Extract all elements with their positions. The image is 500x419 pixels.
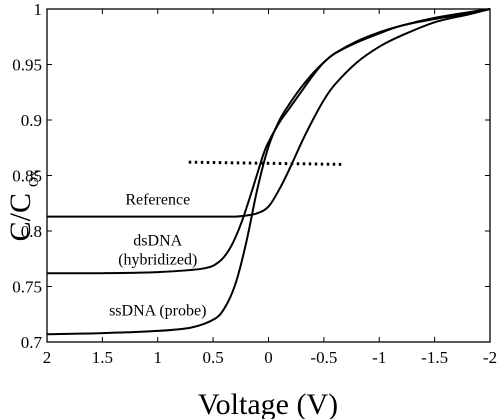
series-line-2 bbox=[46, 8, 491, 336]
series-line-0 bbox=[46, 8, 491, 218]
series-group bbox=[46, 8, 491, 336]
curve-annotation: Reference bbox=[125, 191, 190, 208]
annotation-group: Reference dsDNA (hybridized) ssDNA (probe) bbox=[109, 191, 206, 319]
y-tick-label: 0.9 bbox=[21, 111, 42, 130]
curve-annotation: (hybridized) bbox=[118, 251, 197, 268]
curve-annotation: dsDNA bbox=[133, 232, 182, 249]
y-tick-label: 0.85 bbox=[12, 167, 42, 186]
x-tick-label: 2 bbox=[43, 348, 52, 367]
x-tick-label: -1 bbox=[372, 348, 386, 367]
axis-ticks: 2 1.5 1 0.5 0 -0.5 -1 -1.5 -2 0.7 0.75 0.8 0.85 0.9 0.… bbox=[12, 0, 497, 367]
x-tick-label: 1 bbox=[154, 348, 163, 367]
svg-text:Ox: Ox bbox=[27, 170, 42, 187]
curve-annotation: ssDNA (probe) bbox=[109, 302, 206, 319]
x-axis-label: Voltage (V) bbox=[198, 388, 338, 419]
series-line-1 bbox=[46, 8, 491, 275]
x-tick-label: 0.5 bbox=[203, 348, 224, 367]
x-tick-label: -1.5 bbox=[421, 348, 448, 367]
y-tick-label: 0.7 bbox=[21, 333, 43, 352]
svg-text:C/C: C/C bbox=[4, 193, 37, 241]
y-tick-label: 0.8 bbox=[21, 222, 42, 241]
y-tick-label: 1 bbox=[34, 0, 43, 19]
y-axis-label: C/C Ox bbox=[4, 170, 42, 241]
x-tick-label: -0.5 bbox=[310, 348, 337, 367]
y-tick-label: 0.75 bbox=[12, 278, 42, 297]
threshold-dotted-line bbox=[188, 160, 344, 166]
x-tick-label: -2 bbox=[483, 348, 497, 367]
y-axis-label-sub: Ox bbox=[27, 170, 42, 187]
y-axis-label-main: C/C bbox=[4, 193, 37, 241]
x-tick-label: 1.5 bbox=[92, 348, 113, 367]
plot-frame bbox=[46, 8, 491, 343]
y-tick-label: 0.95 bbox=[12, 56, 42, 75]
x-tick-label: 0 bbox=[264, 348, 273, 367]
